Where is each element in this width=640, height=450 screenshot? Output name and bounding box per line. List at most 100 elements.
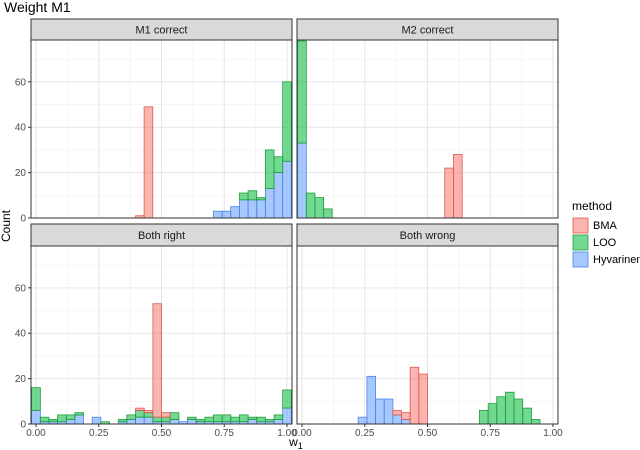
legend-label: LOO xyxy=(593,237,617,249)
facet-strip-label: Both right xyxy=(138,230,185,242)
histogram-bar xyxy=(91,416,102,425)
histogram-bar xyxy=(57,414,67,423)
histogram-bar xyxy=(161,412,171,418)
x-tick-label: 0.75 xyxy=(481,428,501,439)
x-tick-label: 0.50 xyxy=(152,428,172,439)
histogram-bar xyxy=(221,414,232,423)
histogram-bar xyxy=(264,188,275,219)
histogram-bar xyxy=(273,172,284,219)
histogram-bar xyxy=(135,409,145,418)
y-tick-label: 40 xyxy=(15,123,27,134)
histogram-bar xyxy=(282,389,292,409)
histogram-bar xyxy=(204,416,214,423)
histogram-bar xyxy=(282,407,292,425)
legend: method BMA LOO Hyvarinen xyxy=(572,199,640,268)
histogram-bar xyxy=(135,416,145,425)
histogram-bar xyxy=(297,40,307,144)
x-tick-label: 1.00 xyxy=(277,428,297,439)
x-tick-label: 0.00 xyxy=(292,428,312,439)
histogram-bar xyxy=(31,387,41,411)
histogram-bar xyxy=(357,416,368,425)
histogram-bar xyxy=(169,412,180,420)
histogram-bar xyxy=(74,412,84,416)
legend-label: BMA xyxy=(593,220,618,232)
legend-title: method xyxy=(572,199,612,213)
y-tick-label: 0 xyxy=(20,420,26,431)
histogram-bar xyxy=(530,419,541,425)
histogram-bar xyxy=(505,391,515,425)
histogram-bar xyxy=(247,190,258,201)
histogram-bar xyxy=(126,419,136,425)
x-tick-label: 0.25 xyxy=(355,428,375,439)
histogram-bar xyxy=(366,375,377,425)
histogram-bar xyxy=(169,419,180,425)
histogram-bar xyxy=(256,416,266,423)
facet-strip-label: Both wrong xyxy=(400,230,456,242)
x-tick-label: 1.00 xyxy=(543,428,563,439)
histogram-bar xyxy=(187,419,197,425)
facet-panel: M1 correct 0 20 40 60 xyxy=(15,18,293,225)
histogram-bar xyxy=(239,199,249,219)
x-tick-label: 0.00 xyxy=(26,428,46,439)
histogram-bar xyxy=(152,416,162,423)
legend-key xyxy=(572,251,589,268)
histogram-bar xyxy=(230,416,240,423)
histogram-bar xyxy=(323,208,333,219)
histogram-bar xyxy=(282,81,292,162)
histogram-bar xyxy=(273,156,284,174)
histogram-bar xyxy=(273,419,284,425)
histogram-bar xyxy=(74,414,84,425)
histogram-bar xyxy=(65,414,76,420)
histogram-bar xyxy=(221,210,232,219)
y-tick-label: 60 xyxy=(15,77,27,88)
x-axis-label: w1 xyxy=(288,435,303,450)
legend-key xyxy=(572,234,589,251)
x-tick-label: 0.25 xyxy=(89,428,109,439)
histogram-bar xyxy=(247,416,258,420)
panels-layer: M1 correct 0 20 40 60 M2 correct Both right 0 20… xyxy=(15,18,563,439)
histogram-bar xyxy=(383,398,394,425)
histogram-bar xyxy=(401,412,411,420)
legend-key xyxy=(572,217,589,234)
histogram-bar xyxy=(195,419,206,423)
histogram-bar xyxy=(256,199,266,219)
x-axis-label-subscript: 1 xyxy=(298,441,303,450)
histogram-bar xyxy=(39,416,50,423)
x-tick-label: 0.75 xyxy=(215,428,235,439)
histogram-bar xyxy=(256,197,266,201)
x-axis-label-main: w xyxy=(288,435,298,449)
histogram-bar xyxy=(161,416,171,423)
histogram-bar xyxy=(401,419,411,425)
histogram-bar xyxy=(264,149,275,189)
histogram-bar xyxy=(48,419,59,423)
histogram-bar xyxy=(239,192,249,201)
y-tick-label: 40 xyxy=(15,329,27,340)
histogram-bar xyxy=(212,210,223,219)
facet-panel: Both wrong 0.00 0.25 0.50 0.75 1.00 xyxy=(292,223,563,439)
x-tick-label: 0.50 xyxy=(418,428,438,439)
histogram-bar xyxy=(487,403,498,425)
histogram-bar xyxy=(409,366,420,425)
y-axis-label: Count xyxy=(0,209,13,242)
histogram-bar xyxy=(65,419,76,425)
histogram-bar xyxy=(187,416,197,420)
facet-panel: M2 correct xyxy=(296,18,559,219)
panel-border xyxy=(296,39,559,219)
facet-panel: Both right 0 20 40 60 0.00 0.25 0.50 0.75 1.00 xyxy=(15,223,297,439)
panel-border xyxy=(30,39,293,219)
histogram-bar xyxy=(305,192,316,219)
histogram-bar xyxy=(375,398,385,425)
legend-entries: BMA LOO Hyvarinen xyxy=(572,217,640,268)
histogram-bar xyxy=(239,414,249,423)
facet-strip-label: M1 correct xyxy=(136,25,188,37)
histogram-bar xyxy=(31,409,41,425)
histogram-bar xyxy=(143,409,154,414)
histogram-bar xyxy=(230,206,240,219)
histogram-bar xyxy=(143,416,154,425)
histogram-bar xyxy=(444,167,454,219)
histogram-bar xyxy=(152,303,162,418)
histogram-bar xyxy=(143,106,154,219)
y-tick-label: 60 xyxy=(15,283,27,294)
histogram-bar xyxy=(117,419,128,423)
